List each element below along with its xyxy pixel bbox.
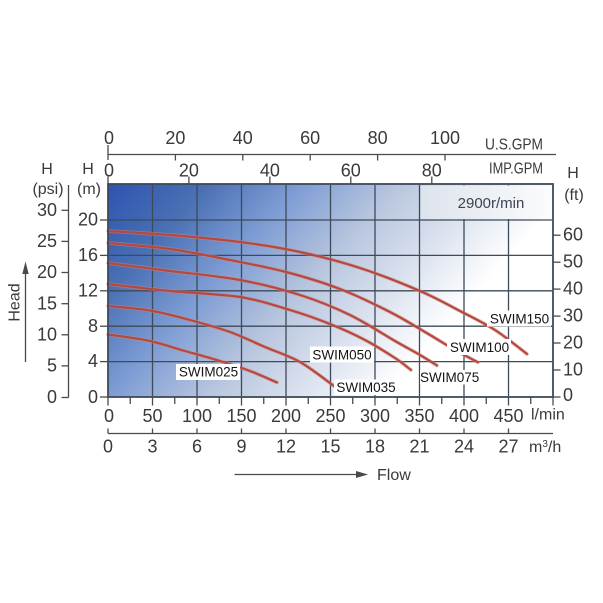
- svg-text:100: 100: [182, 406, 212, 426]
- svg-text:18: 18: [365, 437, 385, 457]
- svg-text:3: 3: [147, 437, 157, 457]
- svg-text:250: 250: [315, 406, 345, 426]
- svg-text:(m): (m): [77, 181, 101, 198]
- svg-text:10: 10: [37, 325, 57, 345]
- svg-text:0: 0: [88, 387, 98, 407]
- svg-text:24: 24: [454, 437, 474, 457]
- svg-text:0: 0: [103, 437, 113, 457]
- svg-text:300: 300: [360, 406, 390, 426]
- svg-text:H: H: [82, 161, 94, 178]
- svg-text:(psi): (psi): [32, 181, 63, 198]
- svg-text:60: 60: [300, 128, 320, 148]
- svg-text:SWIM050: SWIM050: [312, 348, 371, 363]
- svg-text:20: 20: [179, 161, 199, 181]
- svg-text:H: H: [41, 161, 53, 178]
- svg-text:25: 25: [37, 231, 57, 251]
- svg-text:12: 12: [276, 437, 296, 457]
- svg-text:SWIM075: SWIM075: [420, 370, 479, 385]
- svg-text:0: 0: [47, 387, 57, 407]
- svg-text:15: 15: [320, 437, 340, 457]
- svg-text:0: 0: [563, 385, 573, 405]
- svg-text:450: 450: [493, 406, 523, 426]
- svg-text:80: 80: [422, 161, 442, 181]
- svg-text:0: 0: [104, 161, 114, 181]
- svg-text:40: 40: [260, 161, 280, 181]
- svg-text:m3/h: m3/h: [529, 439, 561, 456]
- svg-text:80: 80: [368, 128, 388, 148]
- svg-text:SWIM150: SWIM150: [490, 311, 549, 326]
- svg-text:9: 9: [236, 437, 246, 457]
- svg-text:60: 60: [341, 161, 361, 181]
- svg-text:10: 10: [563, 360, 583, 380]
- svg-text:0: 0: [104, 406, 114, 426]
- svg-text:IMP.GPM: IMP.GPM: [489, 161, 543, 178]
- svg-text:SWIM035: SWIM035: [336, 380, 395, 395]
- svg-text:4: 4: [88, 351, 98, 371]
- svg-text:50: 50: [563, 252, 583, 272]
- svg-text:Head: Head: [7, 283, 24, 321]
- svg-text:350: 350: [404, 406, 434, 426]
- svg-text:30: 30: [37, 200, 57, 220]
- svg-text:SWIM025: SWIM025: [179, 365, 238, 380]
- svg-text:60: 60: [563, 225, 583, 245]
- svg-text:H: H: [567, 165, 579, 182]
- svg-text:2900r/min: 2900r/min: [458, 195, 525, 212]
- svg-text:12: 12: [78, 281, 98, 301]
- svg-text:15: 15: [37, 294, 57, 314]
- svg-text:20: 20: [563, 333, 583, 353]
- svg-text:27: 27: [498, 437, 518, 457]
- svg-text:40: 40: [563, 279, 583, 299]
- svg-text:30: 30: [563, 306, 583, 326]
- svg-text:400: 400: [449, 406, 479, 426]
- svg-text:l/min: l/min: [531, 407, 565, 424]
- svg-text:50: 50: [142, 406, 162, 426]
- svg-text:6: 6: [192, 437, 202, 457]
- svg-text:20: 20: [37, 262, 57, 282]
- svg-text:Flow: Flow: [377, 467, 411, 484]
- svg-text:100: 100: [430, 128, 460, 148]
- svg-text:150: 150: [226, 406, 256, 426]
- svg-text:20: 20: [78, 210, 98, 230]
- svg-text:20: 20: [165, 128, 185, 148]
- svg-text:0: 0: [104, 128, 114, 148]
- svg-text:200: 200: [271, 406, 301, 426]
- svg-text:5: 5: [47, 356, 57, 376]
- svg-text:(ft): (ft): [564, 187, 584, 204]
- svg-text:21: 21: [409, 437, 429, 457]
- svg-text:SWIM100: SWIM100: [450, 340, 509, 355]
- svg-text:8: 8: [88, 316, 98, 336]
- svg-text:40: 40: [233, 128, 253, 148]
- svg-text:16: 16: [78, 245, 98, 265]
- svg-text:U.S.GPM: U.S.GPM: [485, 137, 543, 154]
